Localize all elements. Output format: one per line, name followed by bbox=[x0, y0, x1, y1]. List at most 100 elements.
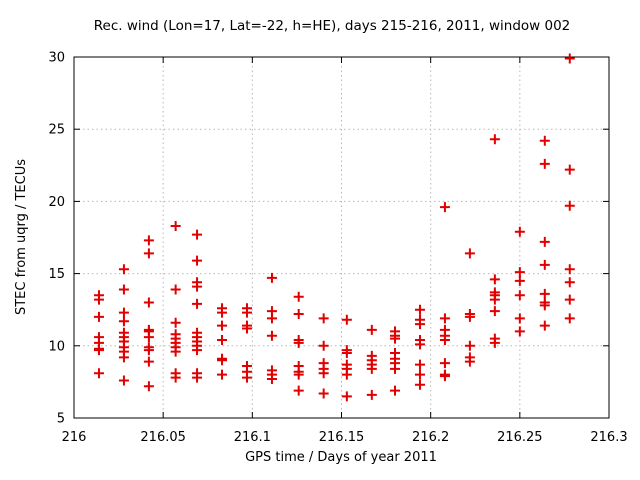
data-point-marker bbox=[514, 275, 525, 286]
data-point-marker bbox=[266, 313, 277, 324]
data-point-marker bbox=[514, 226, 525, 237]
data-point-marker bbox=[539, 236, 550, 247]
data-point-marker bbox=[341, 314, 352, 325]
data-point-marker bbox=[366, 324, 377, 335]
data-point-marker bbox=[464, 356, 475, 367]
data-point-marker bbox=[118, 316, 129, 327]
data-point-marker bbox=[514, 267, 525, 278]
data-point-marker bbox=[439, 335, 450, 346]
data-point-marker bbox=[464, 311, 475, 322]
data-point-marker bbox=[170, 284, 181, 295]
y-tick-label: 20 bbox=[48, 195, 65, 210]
data-point-marker bbox=[241, 372, 252, 383]
data-point-marker bbox=[390, 363, 400, 374]
data-point-marker bbox=[192, 298, 203, 309]
data-point-marker bbox=[143, 381, 154, 392]
data-point-marker bbox=[414, 369, 425, 380]
data-point-marker bbox=[266, 330, 277, 341]
data-point-marker bbox=[293, 309, 304, 320]
y-tick-label: 10 bbox=[48, 339, 65, 354]
data-point-marker bbox=[143, 356, 154, 367]
data-point-marker bbox=[539, 300, 550, 311]
data-point-marker bbox=[439, 313, 450, 324]
x-tick-label: 216.15 bbox=[319, 430, 365, 445]
data-point-marker bbox=[192, 229, 203, 240]
x-axis-label: GPS time / Days of year 2011 bbox=[245, 450, 437, 465]
tick-labels: 216 216.05 216.1 216.15 216.2 216.25 216.3 5 10 1… bbox=[48, 51, 627, 446]
data-point-marker bbox=[293, 369, 304, 380]
data-point-marker bbox=[390, 333, 400, 344]
data-point-marker bbox=[318, 340, 329, 351]
data-point-marker bbox=[170, 372, 181, 383]
data-point-marker bbox=[414, 339, 425, 350]
data-point-marker bbox=[564, 277, 575, 288]
data-point-marker bbox=[192, 372, 203, 383]
y-tick-label: 5 bbox=[57, 412, 65, 427]
data-point-marker bbox=[293, 385, 304, 396]
data-point-marker bbox=[564, 200, 575, 211]
data-point-marker bbox=[143, 345, 154, 356]
data-point-marker bbox=[539, 158, 550, 169]
data-point-marker bbox=[217, 307, 228, 318]
data-point-marker bbox=[266, 272, 277, 283]
data-point-marker bbox=[217, 335, 228, 346]
data-point-marker bbox=[414, 379, 425, 390]
data-point-marker bbox=[464, 340, 475, 351]
data-point-marker bbox=[514, 290, 525, 301]
data-point-marker bbox=[217, 369, 228, 380]
data-point-marker bbox=[93, 294, 104, 305]
data-point-marker bbox=[539, 135, 550, 146]
data-point-marker bbox=[118, 307, 129, 318]
data-point-marker bbox=[564, 294, 575, 305]
data-point-marker bbox=[514, 313, 525, 324]
data-point-marker bbox=[489, 294, 500, 305]
data-point-marker bbox=[293, 291, 304, 302]
y-tick-label: 25 bbox=[48, 123, 65, 138]
data-point-marker bbox=[489, 134, 500, 145]
data-point-marker bbox=[118, 264, 129, 275]
data-point-marker bbox=[118, 375, 129, 386]
data-point-marker bbox=[489, 337, 500, 348]
x-tick-label: 216.25 bbox=[497, 430, 543, 445]
data-point-marker bbox=[390, 385, 400, 396]
data-point-marker bbox=[217, 355, 228, 366]
data-point-marker bbox=[414, 319, 425, 330]
data-point-marker bbox=[489, 306, 500, 317]
data-point-marker bbox=[366, 363, 377, 374]
data-point-marker bbox=[118, 284, 129, 295]
y-tick-label: 30 bbox=[48, 51, 65, 66]
data-point-marker bbox=[414, 304, 425, 315]
data-point-marker bbox=[170, 220, 181, 231]
data-point-marker bbox=[192, 281, 203, 292]
chart-title: Rec. wind (Lon=17, Lat=-22, h=HE), days … bbox=[94, 18, 571, 34]
data-point-marker bbox=[143, 248, 154, 259]
data-point-marker bbox=[318, 313, 329, 324]
data-point-marker bbox=[564, 53, 575, 64]
y-tick-label: 15 bbox=[48, 267, 65, 282]
data-point-marker bbox=[564, 313, 575, 324]
x-tick-label: 216.1 bbox=[234, 430, 271, 445]
data-point-marker bbox=[143, 332, 154, 343]
data-point-marker bbox=[539, 320, 550, 331]
data-point-marker bbox=[341, 348, 352, 359]
plot-border bbox=[73, 56, 610, 419]
data-point-marker bbox=[439, 358, 450, 369]
data-point-marker bbox=[118, 352, 129, 363]
data-point-marker bbox=[93, 368, 104, 379]
data-point-marker bbox=[143, 235, 154, 246]
grid-lines bbox=[73, 56, 610, 419]
data-points bbox=[93, 53, 575, 402]
data-point-marker bbox=[366, 389, 377, 400]
x-tick-label: 216.05 bbox=[140, 430, 186, 445]
data-point-marker bbox=[266, 374, 277, 385]
data-point-marker bbox=[143, 297, 154, 308]
data-point-marker bbox=[241, 307, 252, 318]
data-point-marker bbox=[217, 320, 228, 331]
data-point-marker bbox=[170, 346, 181, 357]
data-point-marker bbox=[318, 368, 329, 379]
data-point-marker bbox=[170, 317, 181, 328]
data-point-marker bbox=[93, 345, 104, 356]
data-point-marker bbox=[439, 202, 450, 213]
data-point-marker bbox=[93, 311, 104, 322]
y-axis-label: STEC from uqrg / TECUs bbox=[14, 159, 29, 315]
